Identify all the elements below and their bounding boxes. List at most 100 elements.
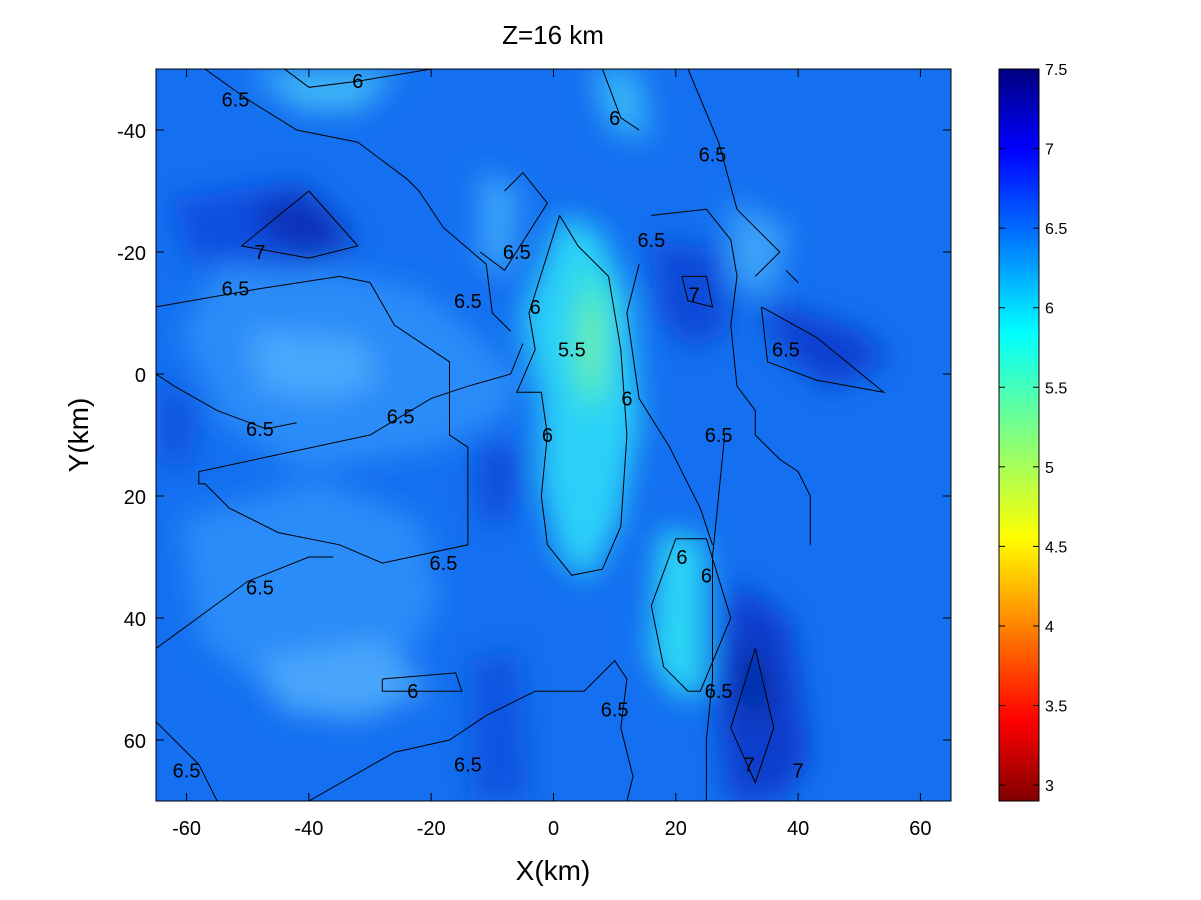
- contour-label: 6.5: [699, 144, 727, 166]
- contour-label: 6.5: [246, 419, 274, 441]
- colorbar-tick-label: 5.5: [1045, 380, 1067, 397]
- contour-label: 6.5: [637, 230, 665, 252]
- colorbar-tick-label: 7.5: [1045, 62, 1067, 79]
- contour-line-6: [381, 672, 463, 692]
- x-tick-label: -60: [172, 818, 201, 840]
- contour-label: 6.5: [246, 578, 274, 600]
- contour-line-6-5: [479, 171, 549, 272]
- contour-label: 6.5: [222, 279, 250, 301]
- field-patch: [760, 300, 890, 390]
- field-patch: [250, 69, 400, 110]
- contour-label: 6.5: [173, 761, 201, 783]
- contour-line-6-5: [308, 659, 634, 801]
- contour-label: 6.5: [705, 425, 733, 447]
- field-patch: [584, 300, 600, 390]
- colorbar-tick-label: 5: [1045, 460, 1054, 477]
- contour-line-6-5: [204, 69, 512, 332]
- x-tick-label: 20: [665, 818, 687, 840]
- contour-label: 6.5: [705, 681, 733, 703]
- field-patch: [470, 650, 530, 801]
- field-patch: [740, 630, 770, 730]
- contour-label: 6.5: [454, 291, 482, 313]
- contour-label: 6.5: [601, 700, 629, 722]
- field-patch: [480, 440, 520, 520]
- contour-line-6-5: [156, 275, 524, 564]
- contour-line-6: [284, 69, 432, 88]
- field-patch: [650, 240, 730, 350]
- contour-label: 6.5: [430, 553, 458, 575]
- field-patch: [156, 380, 200, 470]
- y-tick-label: 40: [124, 609, 146, 631]
- chart-title: Z=16 km: [502, 20, 604, 50]
- colorbar-tick-label: 4: [1045, 619, 1054, 636]
- contour-label: 6: [621, 388, 632, 410]
- contour-line-6-5: [156, 373, 297, 430]
- contour-lines: [156, 69, 886, 801]
- contour-label: 6: [542, 425, 553, 447]
- field-patch: [250, 330, 380, 400]
- colorbar-tick-label: 6: [1045, 301, 1054, 318]
- contour-label: 6: [676, 547, 687, 569]
- contour-label: 6.5: [387, 407, 415, 429]
- contour-label: 6.5: [503, 242, 531, 264]
- contour-label: 7: [744, 754, 755, 776]
- colorbar-ticks: 3 3.5 4 4.5 5 5.5 6 6.5 7 7.5: [999, 62, 1067, 795]
- y-tick-label: 0: [135, 365, 146, 387]
- contour-line-7: [240, 190, 359, 259]
- x-axis-label: X(km): [516, 855, 591, 886]
- contour-label: 6: [352, 71, 363, 93]
- contour-label: 6: [407, 681, 418, 703]
- contour-line-6-5: [687, 69, 781, 277]
- contour-line-6: [516, 215, 628, 576]
- y-tick-label: 60: [124, 731, 146, 753]
- colorbar-tick-label: 4.5: [1045, 539, 1067, 556]
- y-axis: -40 -20 0 20 40 60: [117, 121, 951, 753]
- contour-label: 7: [689, 285, 700, 307]
- velocity-field-patches: [156, 69, 890, 801]
- contour-label: 5.5: [558, 340, 586, 362]
- field-patch: [730, 200, 790, 300]
- contour-line-6-5: [651, 208, 811, 545]
- colorbar-bar: [998, 68, 1040, 802]
- contour-line-7: [760, 306, 886, 394]
- y-tick-label: 20: [124, 487, 146, 509]
- x-tick-label: -20: [417, 818, 446, 840]
- field-patch: [250, 193, 355, 257]
- contour-label: 6.5: [772, 340, 800, 362]
- field-patch: [590, 69, 650, 140]
- contour-line-7: [730, 648, 775, 785]
- colorbar-tick-label: 3.5: [1045, 699, 1067, 716]
- field-patch: [260, 640, 430, 720]
- contour-line-7: [681, 275, 714, 308]
- x-tick-label: -40: [294, 818, 323, 840]
- contour-label: 6: [609, 108, 620, 130]
- contour-line-6: [650, 538, 732, 692]
- contour-label: 7: [793, 761, 804, 783]
- contour-line-6-5: [156, 721, 218, 801]
- contour-line-6-5: [626, 264, 713, 545]
- contour-line-6-5: [705, 434, 726, 801]
- colorbar-tick-label: 3: [1045, 778, 1054, 795]
- contour-label: 6: [530, 297, 541, 319]
- x-tick-label: 40: [787, 818, 809, 840]
- contour-label: 6.5: [454, 754, 482, 776]
- contour-line-6-5: [785, 269, 799, 283]
- y-axis-label: Y(km): [63, 398, 94, 473]
- y-tick-label: -20: [117, 243, 146, 265]
- contour-line-6: [601, 69, 640, 131]
- x-axis: -60 -40 -20 0 20 40 60: [172, 69, 932, 840]
- colorbar: 3 3.5 4 4.5 5 5.5 6 6.5 7 7.5: [998, 62, 1067, 802]
- colorbar-tick-label: 7: [1045, 142, 1054, 159]
- x-tick-label: 0: [548, 818, 559, 840]
- y-tick-label: -40: [117, 121, 146, 143]
- contour-label: 6.5: [222, 90, 250, 112]
- contour-label: 7: [254, 242, 265, 264]
- colorbar-tick-label: 6.5: [1045, 221, 1067, 238]
- contour-label: 6: [701, 565, 712, 587]
- contour-line-6-5: [156, 556, 334, 649]
- x-tick-label: 60: [909, 818, 931, 840]
- field-patch: [480, 170, 520, 280]
